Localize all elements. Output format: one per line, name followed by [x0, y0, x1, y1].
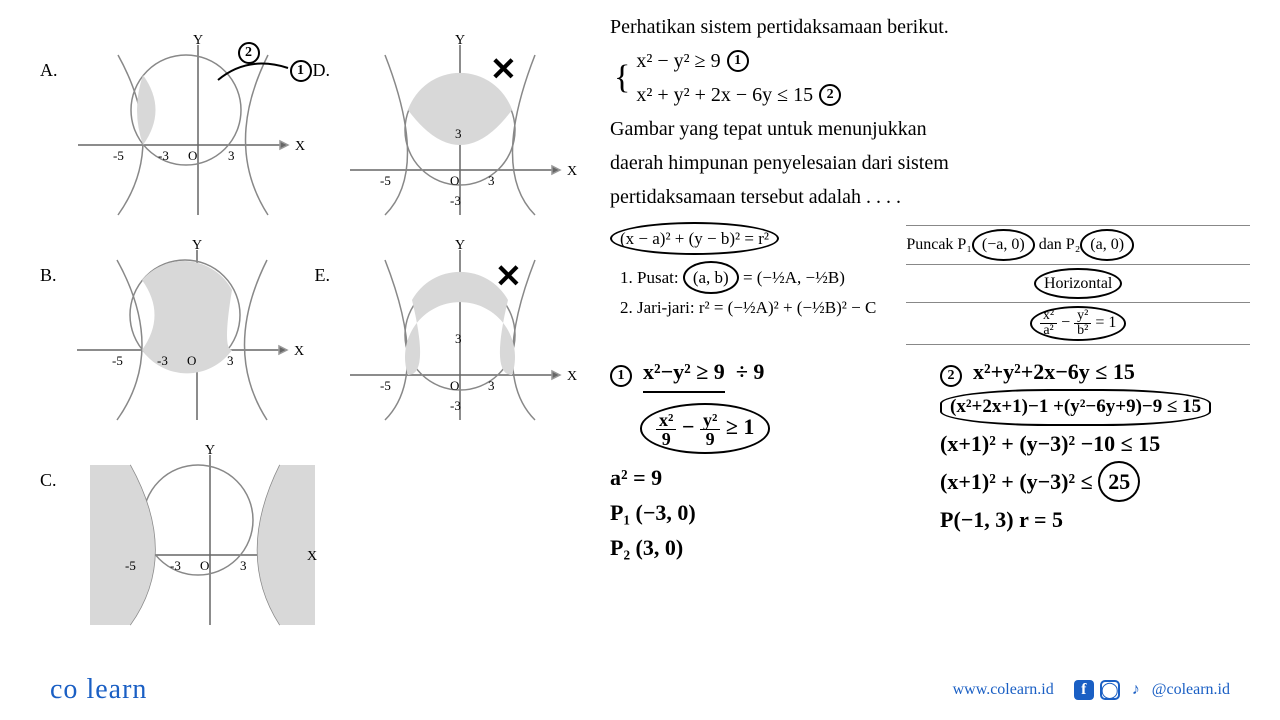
tiktok-icon: ♪ — [1126, 680, 1146, 700]
svg-text:O: O — [450, 173, 459, 188]
svg-text:-5: -5 — [380, 378, 391, 393]
svg-text:3: 3 — [455, 331, 462, 346]
graph-c: -5 -3 O 3 X Y — [70, 440, 320, 635]
svg-text:-3: -3 — [450, 398, 461, 413]
work-l3: a² = 9 — [610, 460, 910, 495]
jari-label: 2. Jari-jari: r² = (−½A)² + (−½B)² − C — [620, 294, 876, 321]
svg-text:-3: -3 — [157, 353, 168, 368]
work-r3: (x+1)² + (y−3)² −10 ≤ 15 — [940, 426, 1250, 461]
problem-column: Perhatikan sistem pertidaksamaan berikut… — [600, 0, 1280, 650]
option-c-label: C. — [40, 440, 70, 491]
horizontal-label: Horizontal — [1034, 268, 1122, 300]
eq2-tag: 2 — [819, 84, 841, 106]
pusat-val: (a, b) — [683, 261, 739, 294]
logo: co learn — [50, 674, 147, 706]
x-mark-e: ✕ — [495, 257, 522, 295]
svg-text:Y: Y — [192, 238, 202, 253]
work-tag1: 1 — [610, 365, 632, 387]
work-r2: (x²+2x+1)−1 +(y²−6y+9)−9 ≤ 15 — [940, 389, 1211, 425]
work-r5: P(−1, 3) r = 5 — [940, 502, 1250, 537]
eq2: x² + y² + 2x − 6y ≤ 15 — [636, 78, 813, 112]
svg-text:3: 3 — [455, 126, 462, 141]
puncak-label: Puncak P₁ — [906, 236, 972, 253]
svg-text:Y: Y — [455, 33, 465, 48]
svg-text:-5: -5 — [113, 148, 124, 163]
graph-e: -5 O 3 X Y 3 -3 ✕ — [330, 235, 580, 430]
work-right: 2 x²+y²+2x−6y ≤ 15 (x²+2x+1)−1 +(y²−6y+9… — [940, 354, 1250, 565]
footer: co learn www.colearn.id f ◯ ♪ @colearn.i… — [0, 660, 1280, 720]
svg-text:O: O — [450, 378, 459, 393]
puncak-p1: (−a, 0) — [972, 229, 1035, 261]
svg-text:-5: -5 — [112, 353, 123, 368]
option-b-label: B. — [40, 235, 57, 286]
graph-a: -5 -3 O 3 X Y 2 1 — [58, 30, 308, 225]
svg-text:X: X — [567, 164, 577, 179]
graph-d: -5 O 3 X Y 3 -3 ✕ — [330, 30, 580, 225]
option-a-label: A. — [40, 30, 58, 81]
work-l5: P₂ (3, 0) — [610, 530, 910, 565]
work-r4-25: 25 — [1098, 461, 1140, 502]
puncak-p2: (a, 0) — [1080, 229, 1134, 261]
hyperbola-eq: x²a² − y²b² = 1 — [1030, 306, 1126, 341]
circle-eq: (x − a)² + (y − b)² = r² — [610, 222, 779, 255]
work-tag2: 2 — [940, 365, 962, 387]
social-icons: f ◯ ♪ @colearn.id — [1074, 680, 1230, 700]
question-l3: pertidaksamaan tersebut adalah . . . . — [610, 180, 1250, 214]
option-e-label: E. — [315, 235, 331, 286]
footer-url: www.colearn.id — [953, 681, 1054, 699]
option-d-label: D. — [313, 30, 331, 81]
svg-text:O: O — [187, 353, 196, 368]
svg-text:X: X — [294, 344, 304, 359]
work-left: 1 x²−y² ≥ 9 ÷ 9 x²9 − y²9 ≥ 1 a² = 9 P₁ … — [610, 354, 910, 565]
svg-text:3: 3 — [228, 148, 235, 163]
eq1: x² − y² ≥ 9 — [636, 44, 720, 78]
work-l1a: x²−y² ≥ 9 — [643, 354, 725, 393]
work-l1b: ÷ 9 — [736, 359, 765, 384]
question-l1: Gambar yang tepat untuk menunjukkan — [610, 112, 1250, 146]
pusat-formula: = (−½A, −½B) — [743, 268, 845, 287]
pusat-label: 1. Pusat: — [620, 268, 679, 287]
svg-text:-3: -3 — [450, 193, 461, 208]
svg-text:X: X — [295, 139, 305, 154]
svg-text:O: O — [200, 558, 209, 573]
svg-text:O: O — [188, 148, 197, 163]
svg-text:Y: Y — [205, 443, 215, 458]
svg-text:3: 3 — [488, 378, 495, 393]
facebook-icon: f — [1074, 680, 1094, 700]
work-l4: P₁ (−3, 0) — [610, 495, 910, 530]
svg-text:X: X — [567, 369, 577, 384]
svg-text:3: 3 — [227, 353, 234, 368]
question-l2: daerah himpunan penyelesaian dari sistem — [610, 146, 1250, 180]
puncak-mid: dan P₂ — [1039, 236, 1081, 253]
instagram-icon: ◯ — [1100, 680, 1120, 700]
work-r1: x²+y²+2x−6y ≤ 15 — [973, 359, 1135, 384]
svg-text:-5: -5 — [380, 173, 391, 188]
svg-text:X: X — [307, 549, 317, 564]
svg-text:3: 3 — [488, 173, 495, 188]
svg-text:3: 3 — [240, 558, 247, 573]
social-handle: @colearn.id — [1152, 681, 1230, 699]
work-l2: x²9 − y²9 ≥ 1 — [640, 403, 770, 453]
problem-intro: Perhatikan sistem pertidaksamaan berikut… — [610, 10, 1250, 44]
svg-text:Y: Y — [455, 238, 465, 253]
svg-text:-5: -5 — [125, 558, 136, 573]
x-mark-d: ✕ — [490, 50, 517, 88]
svg-text:Y: Y — [193, 33, 203, 48]
svg-text:-3: -3 — [158, 148, 169, 163]
graph-b: -5 -3 O 3 X Y — [57, 235, 307, 430]
options-column: A. -5 — [0, 0, 600, 650]
svg-text:-3: -3 — [170, 558, 181, 573]
eq1-tag: 1 — [727, 50, 749, 72]
